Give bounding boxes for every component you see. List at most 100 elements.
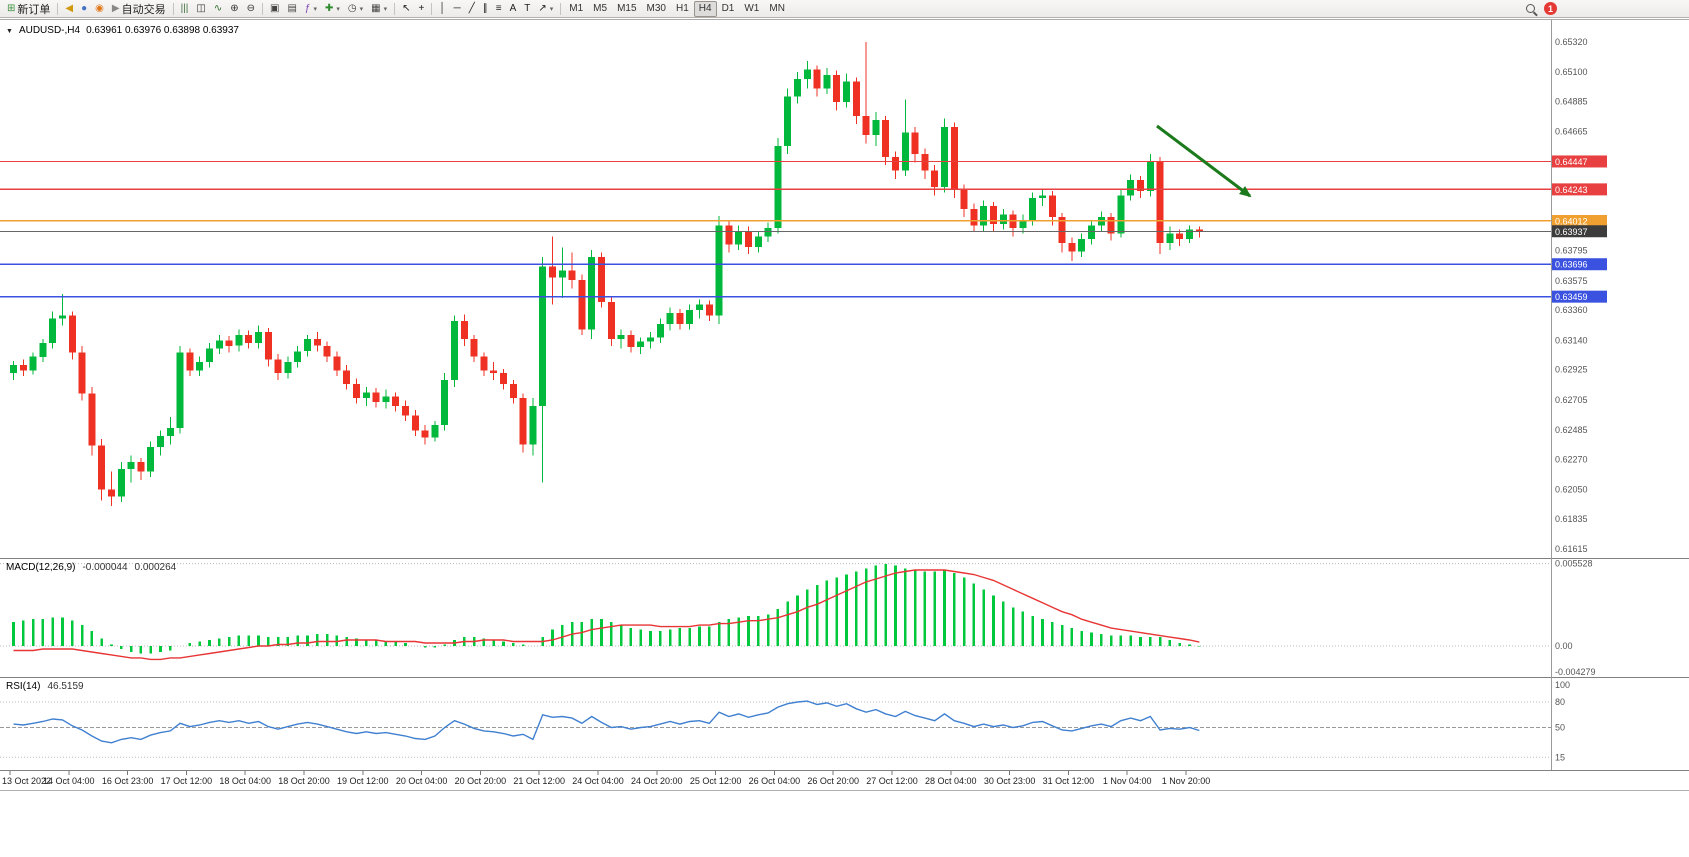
community-icon-glyph: ●	[81, 2, 88, 14]
sound-alert-icon[interactable]: ◀	[61, 1, 77, 17]
time-axis-label: 27 Oct 12:00	[866, 776, 918, 786]
tile-windows-icon[interactable]: ▣	[266, 1, 283, 17]
toolbar-separator	[431, 2, 433, 15]
time-axis-label: 25 Oct 12:00	[690, 776, 742, 786]
cursor-icon[interactable]: ↖	[398, 1, 414, 17]
resistance-line-1-tag	[1551, 155, 1607, 168]
line-chart-icon[interactable]: ∿	[210, 1, 226, 17]
new-order-button-label: 新订单	[17, 3, 51, 16]
navigator-icon-glyph: ▤	[287, 2, 297, 14]
price-axis-label: 0.63140	[1555, 335, 1588, 345]
channel-icon[interactable]: ∥	[479, 1, 492, 17]
candlestick-chart-icon[interactable]: ◫	[192, 1, 209, 17]
dropdown-caret-icon[interactable]: ▾	[359, 5, 364, 13]
dropdown-caret-icon[interactable]: ▾	[549, 5, 554, 13]
collapse-chart-icon[interactable]: ▼	[6, 28, 13, 35]
new-order-button[interactable]: ⊞ 新订单	[3, 1, 54, 17]
time-axis-label: 1 Nov 20:00	[1162, 776, 1211, 786]
time-axis-label: 14 Oct 04:00	[43, 776, 95, 786]
rsi-axis-label: 15	[1555, 752, 1565, 762]
add-indicator-icon-glyph: ✚	[324, 2, 334, 14]
time-axis-label: 30 Oct 23:00	[984, 776, 1036, 786]
autotrading-button[interactable]: ▶ 自动交易	[108, 1, 170, 17]
resistance-line-1-tag-label: 0.64447	[1555, 157, 1588, 167]
macd-label: MACD(12,26,9) -0.000044 0.000264	[6, 562, 176, 573]
timeframe-m5-button[interactable]: M5	[588, 1, 612, 17]
periods-icon-glyph: ◷	[347, 2, 357, 14]
zoom-in-icon[interactable]: ⊕	[226, 1, 242, 17]
rsi-axis-label: 100	[1555, 680, 1570, 690]
chart-background	[0, 20, 1689, 792]
toolbar-separator	[394, 2, 396, 15]
time-axis-label: 26 Oct 04:00	[749, 776, 801, 786]
label-icon[interactable]: T	[520, 1, 534, 17]
horizontal-line-icon-glyph: ─	[453, 2, 461, 14]
templates-icon[interactable]: ▦ ▾	[367, 1, 391, 17]
resistance-line-2-tag-label: 0.64243	[1555, 185, 1588, 195]
rsi-label: RSI(14) 46.5159	[6, 681, 84, 692]
periods-icon[interactable]: ◷ ▾	[344, 1, 367, 17]
arrows-icon[interactable]: ↗ ▾	[534, 1, 557, 17]
time-axis-label: 19 Oct 12:00	[337, 776, 389, 786]
autotrading-button-glyph: ▶	[111, 2, 120, 14]
timeframe-m15-button[interactable]: M15	[612, 1, 641, 17]
arrows-icon-glyph: ↗	[538, 2, 547, 14]
macd-axis-label: -0.004279	[1555, 667, 1596, 677]
timeframe-w1-button[interactable]: W1	[739, 1, 764, 17]
vertical-line-icon[interactable]: │	[435, 1, 449, 17]
price-axis-label: 0.62485	[1555, 425, 1588, 435]
dropdown-caret-icon[interactable]: ▾	[336, 5, 340, 13]
search-icon[interactable]	[1522, 1, 1539, 17]
trend-arrow-annotation[interactable]	[1156, 124, 1252, 198]
market-icon[interactable]: ◉	[91, 1, 108, 17]
cursor-icon-glyph: ↖	[402, 2, 411, 14]
chart-ohlc-quote: 0.63961 0.63976 0.63898 0.63937	[86, 25, 239, 36]
templates-icon-glyph: ▦	[371, 2, 381, 14]
community-icon[interactable]: ●	[77, 1, 91, 17]
crosshair-icon[interactable]: +	[415, 1, 429, 17]
bar-chart-icon[interactable]: |||	[177, 1, 193, 17]
dropdown-caret-icon[interactable]: ▾	[313, 5, 317, 13]
horizontal-line-icon[interactable]: ─	[450, 1, 465, 17]
current-price-line-tag	[1551, 225, 1607, 238]
candlestick-chart-icon-glyph: ◫	[196, 2, 206, 14]
support-line-1-tag	[1551, 258, 1607, 271]
fibonacci-icon[interactable]: ≡	[492, 1, 506, 17]
price-axis-label: 0.62705	[1555, 395, 1588, 405]
timeframe-mn-button[interactable]: MN	[764, 1, 790, 17]
zoom-out-icon[interactable]: ⊖	[243, 1, 259, 17]
support-line-1-tag-label: 0.63696	[1555, 260, 1588, 270]
price-axis-label: 0.65320	[1555, 37, 1588, 47]
macd-main-value: -0.000044	[82, 562, 128, 573]
timeframe-h1-button[interactable]: H1	[671, 1, 694, 17]
time-axis-label: 17 Oct 12:00	[161, 776, 213, 786]
rsi-line	[13, 700, 1200, 744]
trendline-icon[interactable]: ╱	[465, 1, 479, 17]
indicators-icon[interactable]: ƒ ▾	[301, 1, 321, 17]
macd-axis-label: 0.005528	[1555, 559, 1593, 569]
support-line-2-tag-label: 0.63459	[1555, 292, 1588, 302]
line-chart-icon-glyph: ∿	[213, 2, 223, 14]
price-axis-label: 0.65100	[1555, 67, 1588, 77]
vertical-line-icon-glyph: │	[439, 2, 446, 14]
add-indicator-icon[interactable]: ✚ ▾	[321, 1, 344, 17]
timeframe-m1-button[interactable]: M1	[564, 1, 588, 17]
macd-name: MACD(12,26,9)	[6, 562, 76, 573]
text-icon[interactable]: A	[506, 1, 521, 17]
new-order-button-glyph: ⊞	[7, 2, 16, 14]
zoom-in-icon-glyph: ⊕	[230, 2, 239, 14]
timeframe-m30-button[interactable]: M30	[642, 1, 671, 17]
timeframe-h4-button[interactable]: H4	[693, 0, 717, 17]
time-axis-label: 20 Oct 04:00	[396, 776, 448, 786]
macd-signal-line	[13, 569, 1200, 661]
macd-signal-value: 0.000264	[134, 562, 177, 573]
notification-badge[interactable]: 1	[1544, 2, 1557, 15]
rsi-name: RSI(14)	[6, 681, 41, 692]
price-axis-label: 0.63360	[1555, 305, 1588, 315]
rsi-axis-label: 50	[1555, 723, 1565, 733]
navigator-icon[interactable]: ▤	[283, 1, 300, 17]
dropdown-caret-icon[interactable]: ▾	[383, 5, 388, 13]
magnifier-glass-icon	[1526, 4, 1535, 13]
timeframe-d1-button[interactable]: D1	[717, 1, 740, 17]
